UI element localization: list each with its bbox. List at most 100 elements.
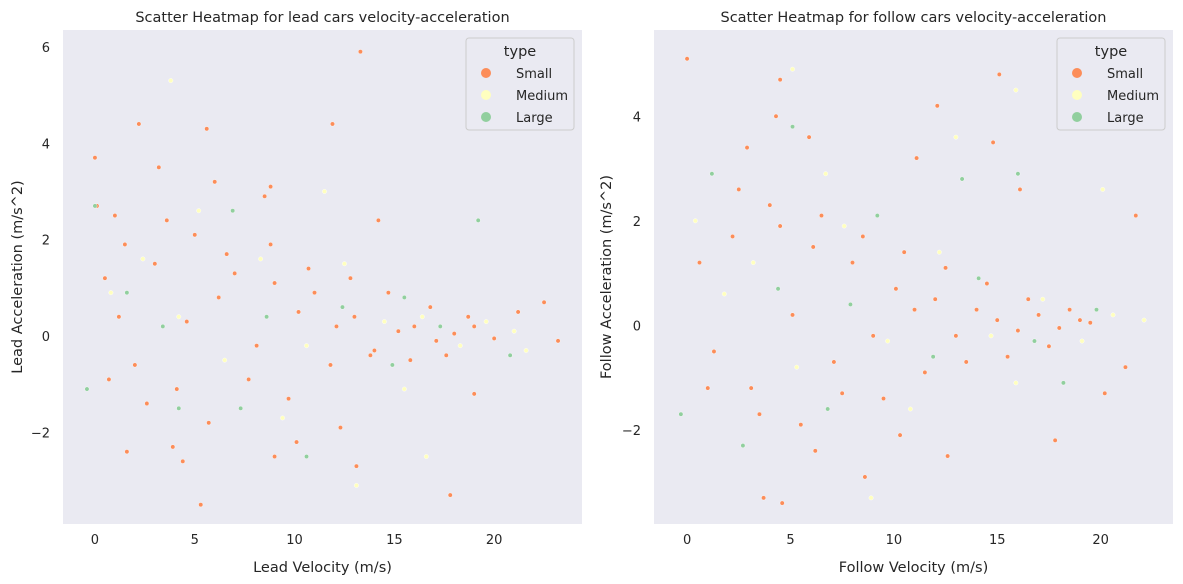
point-small xyxy=(471,391,477,397)
point-small xyxy=(1046,343,1052,349)
point-large xyxy=(740,443,746,448)
point-small xyxy=(777,77,783,83)
point-large xyxy=(930,354,936,360)
point-large xyxy=(160,323,166,329)
point-small xyxy=(1015,328,1021,333)
point-small xyxy=(306,266,311,271)
point-small xyxy=(216,295,222,300)
point-medium xyxy=(868,495,874,501)
legend-marker-medium xyxy=(1072,90,1082,100)
point-medium xyxy=(419,314,425,320)
point-large xyxy=(790,124,795,130)
point-small xyxy=(953,333,959,339)
point-small xyxy=(798,422,804,428)
legend-marker-small xyxy=(481,68,491,78)
legend: type Small Medium Large xyxy=(1056,37,1166,131)
legend-label-small: Small xyxy=(1107,67,1143,82)
point-small xyxy=(447,492,453,498)
point-large xyxy=(1015,171,1021,177)
point-small xyxy=(334,323,339,329)
point-small xyxy=(471,323,477,329)
point-small xyxy=(748,385,754,391)
point-large xyxy=(507,352,513,358)
point-small xyxy=(268,184,273,190)
point-small xyxy=(1102,390,1108,396)
point-medium xyxy=(280,415,285,421)
point-small xyxy=(897,432,903,438)
point-small xyxy=(860,234,866,239)
point-small xyxy=(812,448,818,454)
point-large xyxy=(976,275,982,281)
x-tick-label: 5 xyxy=(786,533,794,548)
point-small xyxy=(152,261,158,267)
point-small xyxy=(996,72,1002,77)
point-small xyxy=(184,319,190,324)
point-small xyxy=(881,396,886,401)
point-small xyxy=(1067,307,1073,313)
point-medium xyxy=(168,78,174,84)
point-small xyxy=(1036,312,1041,318)
point-large xyxy=(1094,307,1099,313)
y-tick-label: 2 xyxy=(633,215,641,230)
legend-marker-medium xyxy=(481,90,491,100)
point-medium xyxy=(936,249,942,255)
legend-label-small: Small xyxy=(516,67,552,82)
point-small xyxy=(541,299,547,305)
point-medium xyxy=(176,314,182,320)
point-medium xyxy=(907,406,913,412)
point-small xyxy=(1133,213,1139,218)
point-small xyxy=(839,390,845,396)
point-small xyxy=(112,213,118,218)
point-small xyxy=(371,348,377,353)
point-small xyxy=(555,338,561,344)
point-small xyxy=(116,314,122,320)
point-small xyxy=(368,352,373,358)
point-small xyxy=(132,362,138,368)
point-small xyxy=(170,444,176,450)
point-large xyxy=(84,386,90,392)
point-small xyxy=(122,242,128,247)
point-small xyxy=(465,314,471,320)
point-medium xyxy=(1100,187,1106,192)
point-small xyxy=(736,187,742,192)
point-medium xyxy=(1040,296,1046,302)
point-medium xyxy=(304,343,309,349)
point-small xyxy=(246,377,252,382)
legend-label-medium: Medium xyxy=(1107,89,1159,104)
legend-label-large: Large xyxy=(516,111,553,126)
point-medium xyxy=(511,328,517,334)
point-small xyxy=(254,343,260,349)
point-medium xyxy=(1013,87,1019,93)
chart-title: Scatter Heatmap for follow cars velocity… xyxy=(720,10,1106,26)
point-large xyxy=(304,454,309,459)
point-small xyxy=(192,232,198,238)
point-small xyxy=(204,126,210,132)
x-axis-label: Follow Velocity (m/s) xyxy=(839,560,988,576)
point-large xyxy=(238,405,244,411)
point-medium xyxy=(750,260,756,266)
point-small xyxy=(990,139,996,145)
point-small xyxy=(1056,325,1062,331)
y-tick-label: 0 xyxy=(633,319,641,334)
point-small xyxy=(914,155,920,161)
point-small xyxy=(294,439,299,445)
x-tick-label: 10 xyxy=(286,533,303,548)
point-medium xyxy=(457,343,463,349)
point-medium xyxy=(1141,317,1147,323)
x-axis-label: Lead Velocity (m/s) xyxy=(253,560,392,576)
point-large xyxy=(389,362,395,368)
legend-title: type xyxy=(504,44,536,60)
point-small xyxy=(1077,317,1083,323)
x-tick-label: 20 xyxy=(1092,533,1109,548)
point-small xyxy=(515,309,521,315)
point-small xyxy=(427,304,433,310)
y-tick-label: 0 xyxy=(42,330,50,345)
point-small xyxy=(1025,296,1031,302)
y-tick-label: 4 xyxy=(633,110,641,125)
y-axis-label: Follow Acceleration (m/s^2) xyxy=(599,175,615,379)
point-small xyxy=(943,265,948,271)
point-large xyxy=(775,286,781,292)
point-medium xyxy=(841,223,847,229)
lead-velocity-acceleration-chart: Scatter Heatmap for lead cars velocity-a… xyxy=(10,10,582,576)
